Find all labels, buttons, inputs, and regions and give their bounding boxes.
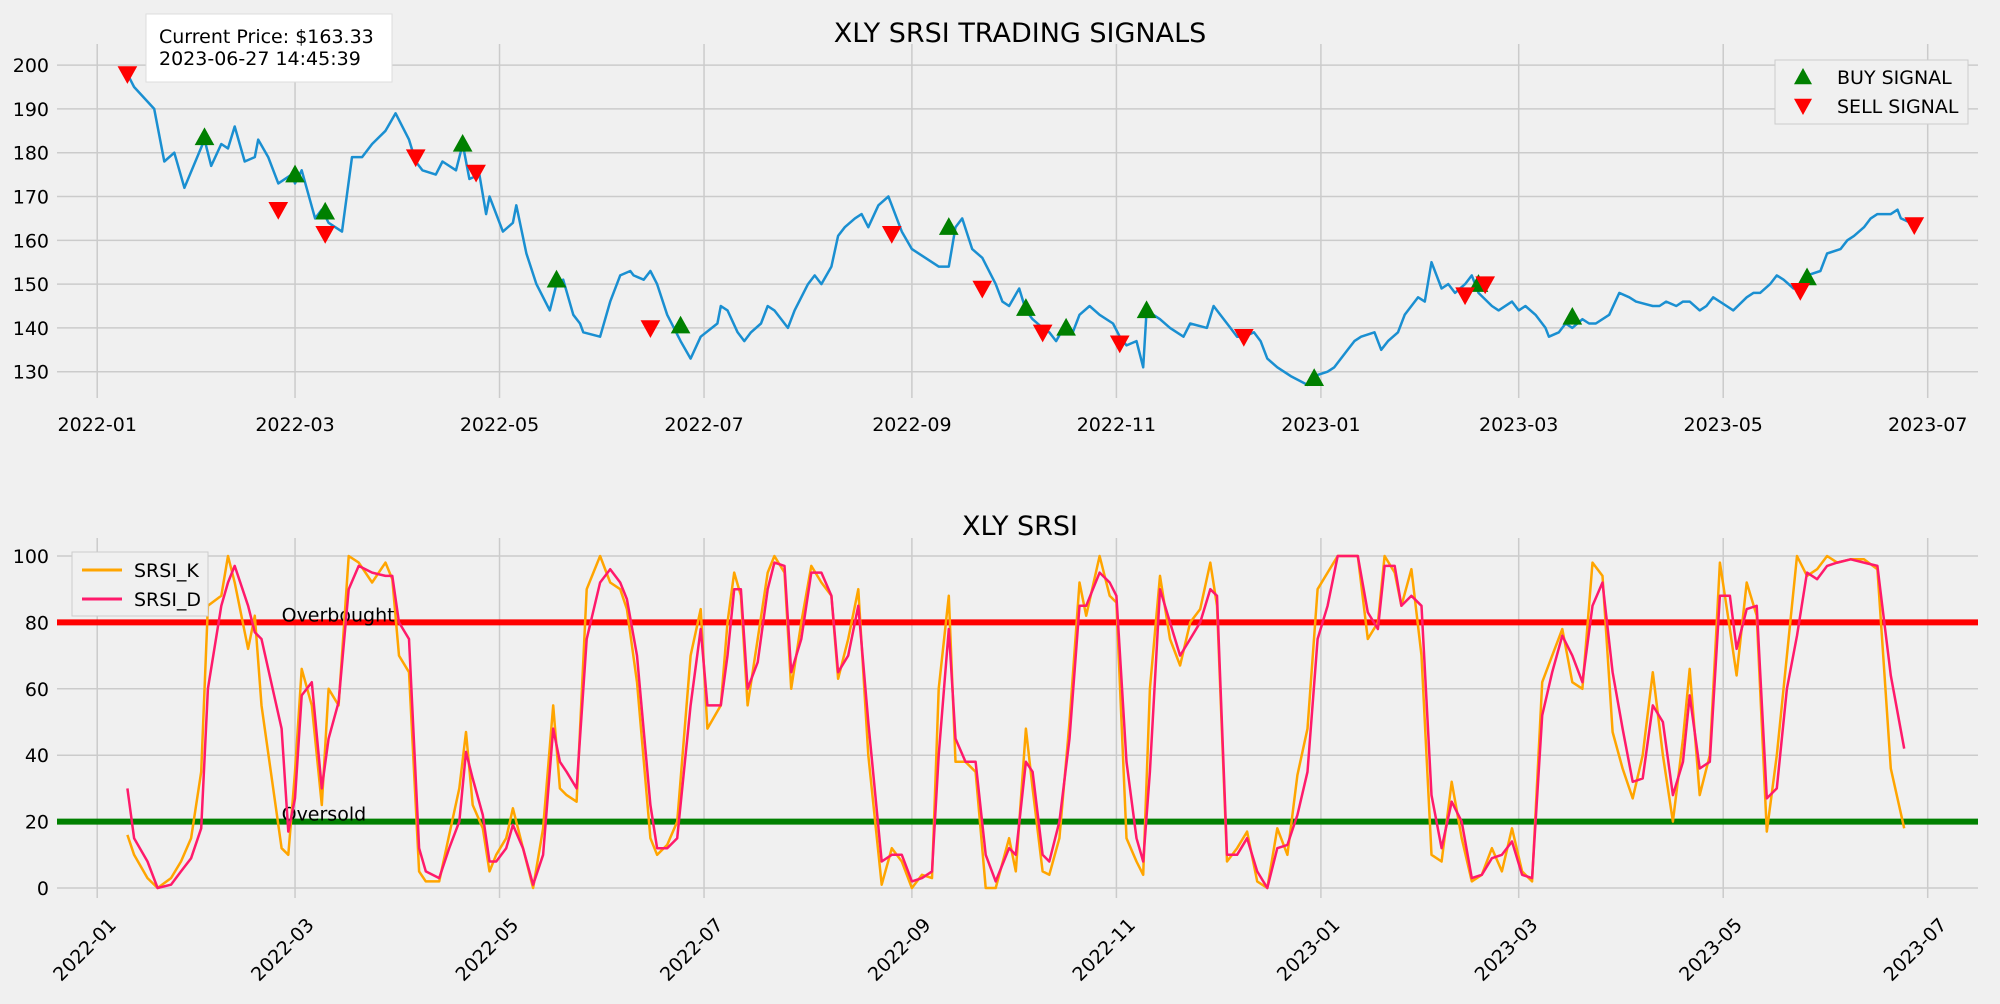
- buy-signal-marker: [1304, 368, 1325, 386]
- y-tick-label: 190: [13, 99, 49, 121]
- current-price-annotation: Current Price: $163.33 2023-06-27 14:45:…: [145, 13, 393, 83]
- y-tick-label: 130: [13, 362, 49, 384]
- x-tick-label: 2022-01: [49, 914, 121, 986]
- x-tick-label: 2023-05: [1675, 914, 1747, 986]
- x-tick-label: 2022-09: [872, 414, 951, 436]
- x-tick-label: 2023-01: [1281, 414, 1360, 436]
- sell-signal-marker: [117, 66, 138, 84]
- buy-signal-marker: [1016, 298, 1036, 316]
- x-tick-label: 2022-05: [451, 914, 523, 986]
- y-tick-label: 40: [25, 745, 49, 767]
- x-tick-label: 2023-07: [1888, 414, 1967, 436]
- sell-signal-marker: [1475, 276, 1496, 295]
- price-chart-title: XLY SRSI TRADING SIGNALS: [834, 18, 1207, 49]
- y-tick-label: 20: [25, 812, 49, 834]
- y-tick-label: 140: [13, 318, 49, 340]
- sell-signal-marker: [1109, 335, 1130, 354]
- buy-signal-marker: [1136, 300, 1157, 319]
- x-tick-label: 2022-09: [864, 914, 936, 986]
- buy-signal-marker: [546, 269, 567, 288]
- x-tick-label: 2022-03: [247, 914, 319, 986]
- x-tick-label: 2022-07: [664, 414, 743, 436]
- x-tick-label: 2022-07: [656, 914, 728, 986]
- sell-signal-marker: [1455, 287, 1475, 306]
- x-tick-label: 2023-03: [1471, 914, 1543, 986]
- buy-signal-marker: [315, 201, 336, 220]
- price-legend: BUY SIGNAL SELL SIGNAL: [1774, 59, 1969, 125]
- x-tick-label: 2023-05: [1684, 414, 1763, 436]
- sell-signal-marker: [315, 226, 336, 244]
- legend-srsi-k-label: SRSI_K: [134, 560, 199, 582]
- x-tick-label: 2022-11: [1077, 414, 1156, 436]
- annotation-box: [145, 13, 393, 83]
- sell-signal-marker: [1032, 324, 1053, 343]
- y-tick-label: 80: [25, 612, 49, 634]
- annotation-price-text: Current Price: $163.33: [159, 26, 374, 48]
- legend-buy-label: BUY SIGNAL: [1837, 67, 1952, 89]
- legend-srsi-d-label: SRSI_D: [134, 589, 201, 611]
- sell-signal-marker: [972, 280, 993, 299]
- buy-signal-marker: [285, 164, 305, 183]
- y-tick-label: 180: [13, 143, 49, 165]
- buy-signal-marker: [1562, 306, 1583, 325]
- buy-signal-marker: [194, 127, 215, 146]
- y-tick-label: 150: [13, 274, 49, 296]
- y-tick-label: 100: [13, 546, 49, 568]
- annotation-time-text: 2023-06-27 14:45:39: [159, 48, 361, 70]
- x-tick-label: 2022-05: [460, 414, 539, 436]
- price-legend-box: [1774, 59, 1969, 125]
- y-tick-label: 170: [13, 187, 49, 209]
- x-tick-label: 2022-01: [58, 414, 137, 436]
- sell-signal-marker: [1790, 282, 1811, 301]
- sell-signal-marker: [466, 164, 486, 183]
- buy-signal-marker: [1797, 267, 1817, 286]
- srsi-chart-title: XLY SRSI: [962, 511, 1078, 542]
- x-tick-label: 2022-11: [1068, 914, 1140, 986]
- price-grid: [57, 44, 1978, 398]
- legend-sell-marker: [1794, 98, 1812, 115]
- sell-signal-marker: [881, 226, 902, 244]
- overbought-label: Overbought: [282, 604, 395, 626]
- price-line: [126, 73, 1916, 387]
- y-tick-label: 200: [13, 55, 49, 77]
- srsi-d-line: [126, 554, 1906, 890]
- sell-signal-marker: [268, 201, 289, 220]
- srsi-legend-box: [71, 551, 209, 617]
- sell-signal-marker: [1904, 217, 1925, 236]
- y-tick-label: 0: [37, 878, 49, 900]
- legend-sell-label: SELL SIGNAL: [1837, 96, 1959, 118]
- sell-signal-marker: [405, 149, 426, 168]
- buy-signal-marker: [938, 217, 959, 235]
- srsi-k-line: [126, 554, 1906, 890]
- y-tick-label: 160: [13, 230, 49, 252]
- srsi-legend: SRSI_K SRSI_D: [71, 551, 209, 617]
- oversold-label: Oversold: [282, 804, 367, 826]
- sell-signal-marker: [640, 320, 661, 338]
- buy-signal-marker: [670, 315, 691, 334]
- x-tick-label: 2023-01: [1273, 914, 1345, 986]
- legend-buy-marker: [1794, 68, 1812, 85]
- buy-signal-marker: [452, 133, 473, 152]
- x-tick-label: 2023-03: [1479, 414, 1558, 436]
- x-tick-label: 2023-07: [1880, 914, 1952, 986]
- srsi-panel: XLY SRSI 0 20 40 60 80 100 2022-01 2022-03 2022-…: [13, 511, 1978, 986]
- y-tick-label: 60: [25, 679, 49, 701]
- x-tick-label: 2022-03: [255, 414, 334, 436]
- sell-signal-marker: [1233, 328, 1254, 347]
- buy-signal-marker: [1056, 317, 1076, 336]
